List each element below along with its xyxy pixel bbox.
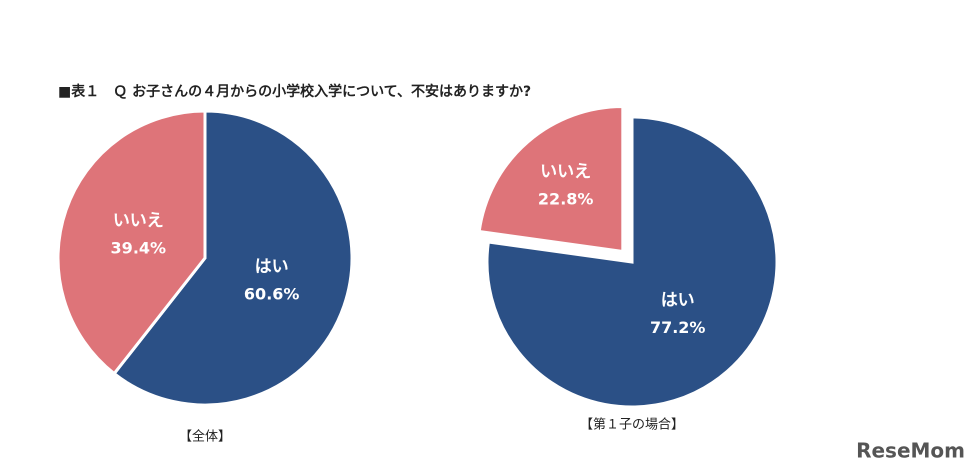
slice-value: 22.8% — [538, 189, 594, 208]
slice-value: 60.6% — [244, 285, 300, 304]
chart-caption: 【第１子の場合】 — [580, 418, 684, 433]
slice-value: 39.4% — [111, 238, 167, 257]
chart-caption: 【全体】 — [179, 429, 231, 445]
slice-value: 77.2% — [650, 318, 706, 337]
pie-slice — [56, 109, 207, 376]
pie-slice — [485, 115, 779, 409]
slice-name: はい — [661, 290, 695, 310]
pie-slice — [477, 104, 625, 254]
page-title: ■表１ Ｑ お子さんの４月からの小学校入学について、不安はありますか? — [58, 83, 531, 100]
slice-name: はい — [255, 257, 289, 277]
slice-name: いいえ — [113, 211, 164, 231]
slice-name: いいえ — [540, 162, 591, 182]
pie-slice — [112, 109, 354, 407]
watermark: ReseMom — [856, 439, 965, 463]
